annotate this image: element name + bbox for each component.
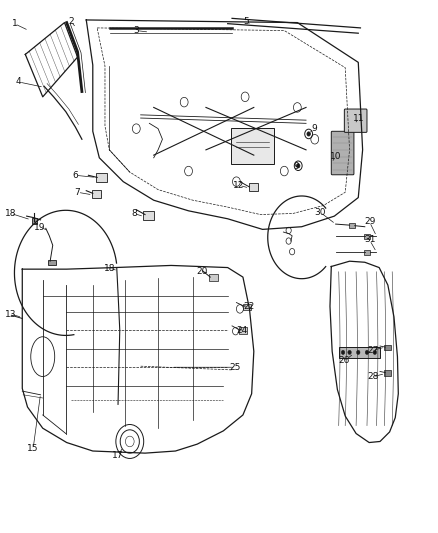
Bar xyxy=(249,183,258,191)
FancyBboxPatch shape xyxy=(344,109,367,132)
Circle shape xyxy=(297,164,300,168)
Text: 4: 4 xyxy=(16,77,21,86)
Text: 2: 2 xyxy=(68,17,74,26)
Circle shape xyxy=(357,350,360,354)
Bar xyxy=(239,327,247,334)
Text: 9: 9 xyxy=(311,124,317,133)
Circle shape xyxy=(348,350,351,354)
Bar xyxy=(32,217,37,224)
Ellipse shape xyxy=(31,337,55,376)
Text: 19: 19 xyxy=(34,223,46,232)
Text: 6: 6 xyxy=(73,171,78,180)
Text: 20: 20 xyxy=(196,268,207,276)
Bar xyxy=(339,347,380,358)
Text: 29: 29 xyxy=(364,217,375,227)
Circle shape xyxy=(365,350,369,354)
Text: 1: 1 xyxy=(11,19,18,28)
Text: 7: 7 xyxy=(74,188,81,197)
FancyBboxPatch shape xyxy=(231,127,274,164)
Text: 8: 8 xyxy=(131,209,137,218)
Text: 9: 9 xyxy=(293,163,299,171)
Text: 15: 15 xyxy=(28,444,39,453)
Text: 17: 17 xyxy=(112,451,124,461)
Text: 31: 31 xyxy=(364,236,375,245)
Text: 24: 24 xyxy=(237,326,248,335)
Text: 12: 12 xyxy=(233,181,245,190)
FancyBboxPatch shape xyxy=(331,131,354,175)
Bar xyxy=(92,190,102,198)
Bar xyxy=(143,212,154,220)
Bar xyxy=(385,345,391,350)
Circle shape xyxy=(373,350,377,354)
Bar xyxy=(48,260,56,265)
Bar xyxy=(96,173,107,182)
Text: 10: 10 xyxy=(330,152,341,161)
Text: 27: 27 xyxy=(367,346,378,355)
Text: 18: 18 xyxy=(103,264,115,272)
Text: 25: 25 xyxy=(230,363,241,372)
Bar xyxy=(244,304,251,310)
Circle shape xyxy=(341,350,345,354)
Text: 30: 30 xyxy=(314,208,326,217)
Text: 5: 5 xyxy=(243,17,249,26)
Text: 3: 3 xyxy=(134,26,139,35)
Bar xyxy=(385,370,391,376)
Circle shape xyxy=(307,132,311,136)
Bar xyxy=(364,233,371,239)
Bar xyxy=(364,249,371,255)
Text: 22: 22 xyxy=(243,302,254,311)
Text: 26: 26 xyxy=(339,357,350,366)
Text: 13: 13 xyxy=(5,310,17,319)
Bar xyxy=(349,223,355,228)
Bar xyxy=(209,274,218,281)
Text: 18: 18 xyxy=(5,209,17,218)
Text: 11: 11 xyxy=(353,114,364,123)
Text: 28: 28 xyxy=(367,372,378,381)
